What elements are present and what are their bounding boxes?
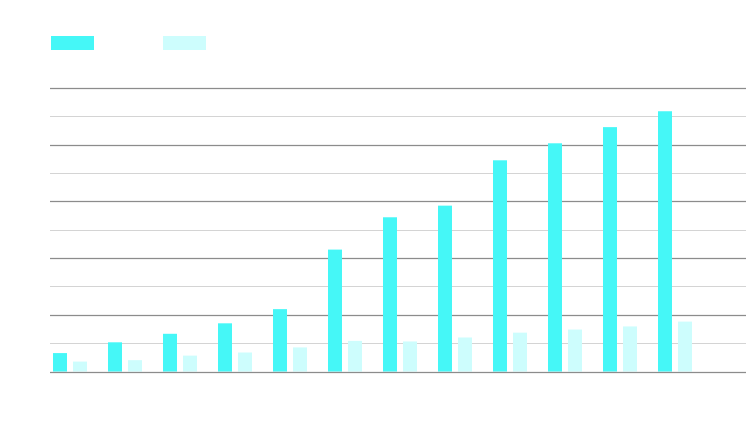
bar-series-2 [128, 360, 142, 372]
grid [50, 87, 746, 374]
bar-series-2 [73, 361, 87, 372]
legend-swatch-series-1 [51, 36, 94, 50]
bar-series-1 [218, 323, 232, 372]
bar-series-2 [238, 352, 252, 372]
bar-series-1 [603, 127, 617, 372]
bar-series-2 [348, 340, 362, 372]
bar-series-2 [568, 329, 582, 372]
bar-series-1 [163, 333, 177, 372]
bar-series-1 [548, 143, 562, 372]
bar-series-1 [658, 111, 672, 372]
bar-series-1 [273, 309, 287, 372]
bars [53, 111, 692, 372]
bar-series-1 [108, 342, 122, 372]
bar-series-2 [403, 341, 417, 372]
legend [51, 36, 206, 50]
bar-series-2 [623, 326, 637, 372]
bar-series-1 [328, 249, 342, 372]
legend-swatch-series-2 [163, 36, 206, 50]
bar-series-2 [458, 337, 472, 372]
bar-series-2 [183, 355, 197, 372]
bar-series-1 [493, 160, 507, 372]
bar-series-2 [293, 347, 307, 372]
bar-series-1 [53, 353, 67, 372]
bar-series-1 [438, 205, 452, 372]
bar-series-2 [678, 321, 692, 372]
bar-series-2 [513, 332, 527, 372]
bar-series-1 [383, 217, 397, 372]
